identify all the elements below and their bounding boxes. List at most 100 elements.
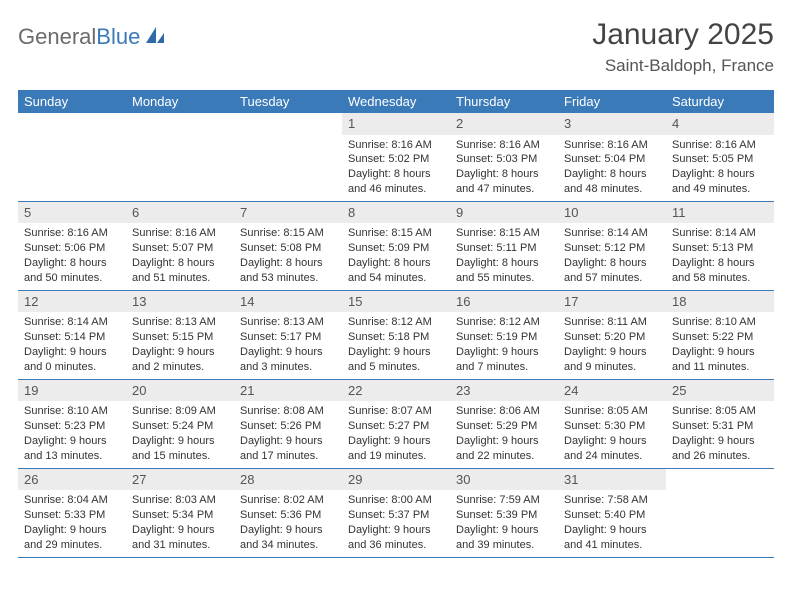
day-number: 2 <box>450 113 558 135</box>
sunset-line: Sunset: 5:24 PM <box>132 419 228 434</box>
day-number: 17 <box>558 291 666 313</box>
daylight2-line: and 15 minutes. <box>132 449 228 464</box>
calendar-row: 12Sunrise: 8:14 AMSunset: 5:14 PMDayligh… <box>18 290 774 379</box>
cell-body: Sunrise: 8:15 AMSunset: 5:09 PMDaylight:… <box>342 226 450 289</box>
cell-body: Sunrise: 7:59 AMSunset: 5:39 PMDaylight:… <box>450 493 558 556</box>
daylight2-line: and 36 minutes. <box>348 538 444 553</box>
day-number: 20 <box>126 380 234 402</box>
sunrise-line: Sunrise: 8:06 AM <box>456 404 552 419</box>
calendar-cell: 1Sunrise: 8:16 AMSunset: 5:02 PMDaylight… <box>342 113 450 201</box>
calendar-row: 26Sunrise: 8:04 AMSunset: 5:33 PMDayligh… <box>18 468 774 557</box>
daylight1-line: Daylight: 9 hours <box>240 523 336 538</box>
daylight1-line: Daylight: 8 hours <box>672 256 768 271</box>
day-number: 26 <box>18 469 126 491</box>
daylight2-line: and 22 minutes. <box>456 449 552 464</box>
daylight2-line: and 53 minutes. <box>240 271 336 286</box>
sunset-line: Sunset: 5:14 PM <box>24 330 120 345</box>
day-number: 4 <box>666 113 774 135</box>
day-number: 7 <box>234 202 342 224</box>
sunrise-line: Sunrise: 8:16 AM <box>564 138 660 153</box>
sunset-line: Sunset: 5:26 PM <box>240 419 336 434</box>
daylight1-line: Daylight: 9 hours <box>456 523 552 538</box>
sunset-line: Sunset: 5:02 PM <box>348 152 444 167</box>
logo-text: GeneralBlue <box>18 24 140 50</box>
sunset-line: Sunset: 5:13 PM <box>672 241 768 256</box>
daylight2-line: and 39 minutes. <box>456 538 552 553</box>
sunset-line: Sunset: 5:15 PM <box>132 330 228 345</box>
sunrise-line: Sunrise: 8:05 AM <box>564 404 660 419</box>
sunset-line: Sunset: 5:05 PM <box>672 152 768 167</box>
cell-body <box>18 120 126 124</box>
cell-body: Sunrise: 8:05 AMSunset: 5:30 PMDaylight:… <box>558 404 666 467</box>
sunrise-line: Sunrise: 8:10 AM <box>24 404 120 419</box>
day-number: 8 <box>342 202 450 224</box>
cell-body: Sunrise: 8:16 AMSunset: 5:06 PMDaylight:… <box>18 226 126 289</box>
sunset-line: Sunset: 5:37 PM <box>348 508 444 523</box>
calendar-cell: 8Sunrise: 8:15 AMSunset: 5:09 PMDaylight… <box>342 201 450 290</box>
daylight1-line: Daylight: 9 hours <box>240 434 336 449</box>
cell-body: Sunrise: 8:16 AMSunset: 5:04 PMDaylight:… <box>558 138 666 201</box>
calendar-cell: 28Sunrise: 8:02 AMSunset: 5:36 PMDayligh… <box>234 468 342 557</box>
day-number: 3 <box>558 113 666 135</box>
calendar-cell: 6Sunrise: 8:16 AMSunset: 5:07 PMDaylight… <box>126 201 234 290</box>
calendar-cell: 25Sunrise: 8:05 AMSunset: 5:31 PMDayligh… <box>666 379 774 468</box>
calendar-cell: 31Sunrise: 7:58 AMSunset: 5:40 PMDayligh… <box>558 468 666 557</box>
daylight2-line: and 49 minutes. <box>672 182 768 197</box>
calendar-cell: 10Sunrise: 8:14 AMSunset: 5:12 PMDayligh… <box>558 201 666 290</box>
calendar-cell: 27Sunrise: 8:03 AMSunset: 5:34 PMDayligh… <box>126 468 234 557</box>
page-header: GeneralBlue January 2025 Saint-Baldoph, … <box>18 18 774 76</box>
daylight2-line: and 9 minutes. <box>564 360 660 375</box>
calendar-cell: 4 Sunrise: 8:16 AMSunset: 5:05 PMDaylight… <box>666 113 774 201</box>
day-number: 1 <box>342 113 450 135</box>
logo-text-gray: General <box>18 24 96 49</box>
day-number: 18 <box>666 291 774 313</box>
logo-text-blue: Blue <box>96 24 140 49</box>
calendar-cell: 17Sunrise: 8:11 AMSunset: 5:20 PMDayligh… <box>558 290 666 379</box>
cell-body: Sunrise: 8:13 AMSunset: 5:17 PMDaylight:… <box>234 315 342 378</box>
calendar-cell: 22Sunrise: 8:07 AMSunset: 5:27 PMDayligh… <box>342 379 450 468</box>
daylight2-line: and 24 minutes. <box>564 449 660 464</box>
sunrise-line: Sunrise: 8:11 AM <box>564 315 660 330</box>
daylight2-line: and 51 minutes. <box>132 271 228 286</box>
sunrise-line: Sunrise: 8:12 AM <box>348 315 444 330</box>
sunrise-line: Sunrise: 8:16 AM <box>672 138 768 153</box>
daylight1-line: Daylight: 9 hours <box>24 345 120 360</box>
sunset-line: Sunset: 5:17 PM <box>240 330 336 345</box>
calendar-cell: 15Sunrise: 8:12 AMSunset: 5:18 PMDayligh… <box>342 290 450 379</box>
calendar-cell: 29Sunrise: 8:00 AMSunset: 5:37 PMDayligh… <box>342 468 450 557</box>
cell-body: Sunrise: 8:06 AMSunset: 5:29 PMDaylight:… <box>450 404 558 467</box>
daylight2-line: and 54 minutes. <box>348 271 444 286</box>
daylight1-line: Daylight: 8 hours <box>132 256 228 271</box>
calendar-cell <box>234 113 342 201</box>
calendar-cell: 3 Sunrise: 8:16 AMSunset: 5:04 PMDaylight… <box>558 113 666 201</box>
daylight1-line: Daylight: 9 hours <box>132 523 228 538</box>
sunset-line: Sunset: 5:40 PM <box>564 508 660 523</box>
day-number: 14 <box>234 291 342 313</box>
day-number: 12 <box>18 291 126 313</box>
daylight2-line: and 55 minutes. <box>456 271 552 286</box>
sunset-line: Sunset: 5:22 PM <box>672 330 768 345</box>
daylight1-line: Daylight: 8 hours <box>564 167 660 182</box>
sunset-line: Sunset: 5:27 PM <box>348 419 444 434</box>
calendar-row: 1Sunrise: 8:16 AMSunset: 5:02 PMDaylight… <box>18 113 774 201</box>
sunrise-line: Sunrise: 8:15 AM <box>240 226 336 241</box>
cell-body: Sunrise: 8:13 AMSunset: 5:15 PMDaylight:… <box>126 315 234 378</box>
day-number: 15 <box>342 291 450 313</box>
day-number: 29 <box>342 469 450 491</box>
cell-body: Sunrise: 8:12 AMSunset: 5:18 PMDaylight:… <box>342 315 450 378</box>
cell-body: Sunrise: 8:05 AMSunset: 5:31 PMDaylight:… <box>666 404 774 467</box>
cell-body: Sunrise: 8:16 AMSunset: 5:07 PMDaylight:… <box>126 226 234 289</box>
daylight2-line: and 57 minutes. <box>564 271 660 286</box>
daylight1-line: Daylight: 9 hours <box>672 434 768 449</box>
calendar-cell: 30Sunrise: 7:59 AMSunset: 5:39 PMDayligh… <box>450 468 558 557</box>
calendar-row: 19Sunrise: 8:10 AMSunset: 5:23 PMDayligh… <box>18 379 774 468</box>
daylight2-line: and 13 minutes. <box>24 449 120 464</box>
sunrise-line: Sunrise: 8:16 AM <box>24 226 120 241</box>
calendar-row: 5Sunrise: 8:16 AMSunset: 5:06 PMDaylight… <box>18 201 774 290</box>
daylight1-line: Daylight: 9 hours <box>132 434 228 449</box>
sunrise-line: Sunrise: 8:16 AM <box>132 226 228 241</box>
daylight1-line: Daylight: 8 hours <box>240 256 336 271</box>
daylight2-line: and 3 minutes. <box>240 360 336 375</box>
daylight1-line: Daylight: 8 hours <box>348 167 444 182</box>
cell-body: Sunrise: 8:16 AMSunset: 5:05 PMDaylight:… <box>666 138 774 201</box>
